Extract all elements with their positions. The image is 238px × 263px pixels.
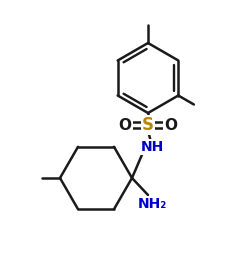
Text: O: O	[164, 118, 178, 133]
Text: NH₂: NH₂	[137, 197, 167, 211]
Text: NH: NH	[140, 140, 164, 154]
Text: O: O	[119, 118, 132, 133]
Text: S: S	[142, 116, 154, 134]
